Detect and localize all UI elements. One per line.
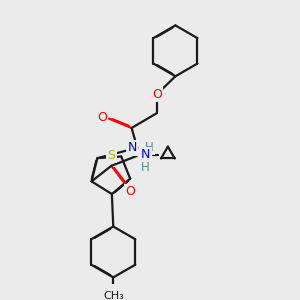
Text: N: N [128,141,137,154]
Text: O: O [125,185,135,198]
Text: O: O [97,111,107,124]
Text: H: H [141,161,150,174]
Text: O: O [152,88,162,100]
Text: N: N [141,148,150,161]
Text: S: S [107,148,115,162]
Text: H: H [145,141,154,154]
Text: CH₃: CH₃ [103,291,124,300]
